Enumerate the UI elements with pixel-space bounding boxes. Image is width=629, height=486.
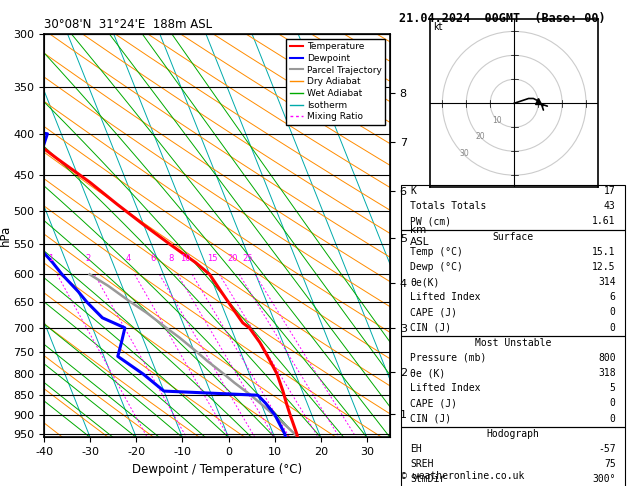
Bar bbox=[401, 185, 625, 230]
Text: kt: kt bbox=[433, 22, 442, 32]
Text: 10: 10 bbox=[493, 116, 502, 124]
Text: -57: -57 bbox=[598, 444, 616, 454]
Text: 318: 318 bbox=[598, 368, 616, 378]
Text: 1.61: 1.61 bbox=[592, 216, 616, 226]
Text: Temp (°C): Temp (°C) bbox=[410, 247, 463, 257]
Text: 43: 43 bbox=[604, 201, 616, 211]
Text: 10: 10 bbox=[180, 254, 191, 262]
Text: 15.1: 15.1 bbox=[592, 247, 616, 257]
Text: 30: 30 bbox=[459, 149, 469, 158]
Text: PW (cm): PW (cm) bbox=[410, 216, 452, 226]
Text: 25: 25 bbox=[243, 254, 253, 262]
Text: 0: 0 bbox=[610, 414, 616, 424]
Text: 6: 6 bbox=[150, 254, 155, 262]
Text: 0: 0 bbox=[610, 323, 616, 332]
Text: 4: 4 bbox=[125, 254, 130, 262]
Text: Lifted Index: Lifted Index bbox=[410, 292, 481, 302]
Text: 75: 75 bbox=[604, 459, 616, 469]
Text: CAPE (J): CAPE (J) bbox=[410, 308, 457, 317]
Y-axis label: km
ASL: km ASL bbox=[409, 225, 429, 246]
Text: 0: 0 bbox=[610, 308, 616, 317]
Text: EH: EH bbox=[410, 444, 422, 454]
Bar bbox=[401, 336, 625, 427]
Text: CAPE (J): CAPE (J) bbox=[410, 399, 457, 408]
Text: Totals Totals: Totals Totals bbox=[410, 201, 487, 211]
Text: SREH: SREH bbox=[410, 459, 434, 469]
Text: © weatheronline.co.uk: © weatheronline.co.uk bbox=[401, 471, 525, 481]
Text: 300°: 300° bbox=[592, 474, 616, 484]
Text: 8: 8 bbox=[168, 254, 174, 262]
Text: 12.5: 12.5 bbox=[592, 262, 616, 272]
Text: 1: 1 bbox=[48, 254, 53, 262]
Text: CIN (J): CIN (J) bbox=[410, 323, 452, 332]
Text: θe (K): θe (K) bbox=[410, 368, 445, 378]
Text: 5: 5 bbox=[610, 383, 616, 393]
Text: Hodograph: Hodograph bbox=[486, 429, 540, 439]
Text: θe(K): θe(K) bbox=[410, 277, 440, 287]
Text: 15: 15 bbox=[207, 254, 218, 262]
Text: Most Unstable: Most Unstable bbox=[475, 338, 551, 348]
Text: 314: 314 bbox=[598, 277, 616, 287]
Bar bbox=[401, 230, 625, 336]
Y-axis label: hPa: hPa bbox=[0, 225, 12, 246]
Bar bbox=[401, 427, 625, 486]
Text: Pressure (mb): Pressure (mb) bbox=[410, 353, 487, 363]
X-axis label: Dewpoint / Temperature (°C): Dewpoint / Temperature (°C) bbox=[132, 463, 302, 476]
Text: 2: 2 bbox=[86, 254, 91, 262]
Text: 30°08'N  31°24'E  188m ASL: 30°08'N 31°24'E 188m ASL bbox=[44, 18, 212, 32]
Text: 20: 20 bbox=[476, 132, 486, 141]
Text: 17: 17 bbox=[604, 186, 616, 196]
Text: K: K bbox=[410, 186, 416, 196]
Text: StmDir: StmDir bbox=[410, 474, 445, 484]
Text: Surface: Surface bbox=[493, 232, 533, 242]
Legend: Temperature, Dewpoint, Parcel Trajectory, Dry Adiabat, Wet Adiabat, Isotherm, Mi: Temperature, Dewpoint, Parcel Trajectory… bbox=[286, 38, 386, 125]
Text: 6: 6 bbox=[610, 292, 616, 302]
Text: Lifted Index: Lifted Index bbox=[410, 383, 481, 393]
Text: 0: 0 bbox=[610, 399, 616, 408]
Text: 800: 800 bbox=[598, 353, 616, 363]
Text: 21.04.2024  00GMT  (Base: 00): 21.04.2024 00GMT (Base: 00) bbox=[399, 12, 606, 25]
Text: 20: 20 bbox=[227, 254, 238, 262]
Text: CIN (J): CIN (J) bbox=[410, 414, 452, 424]
Text: Dewp (°C): Dewp (°C) bbox=[410, 262, 463, 272]
